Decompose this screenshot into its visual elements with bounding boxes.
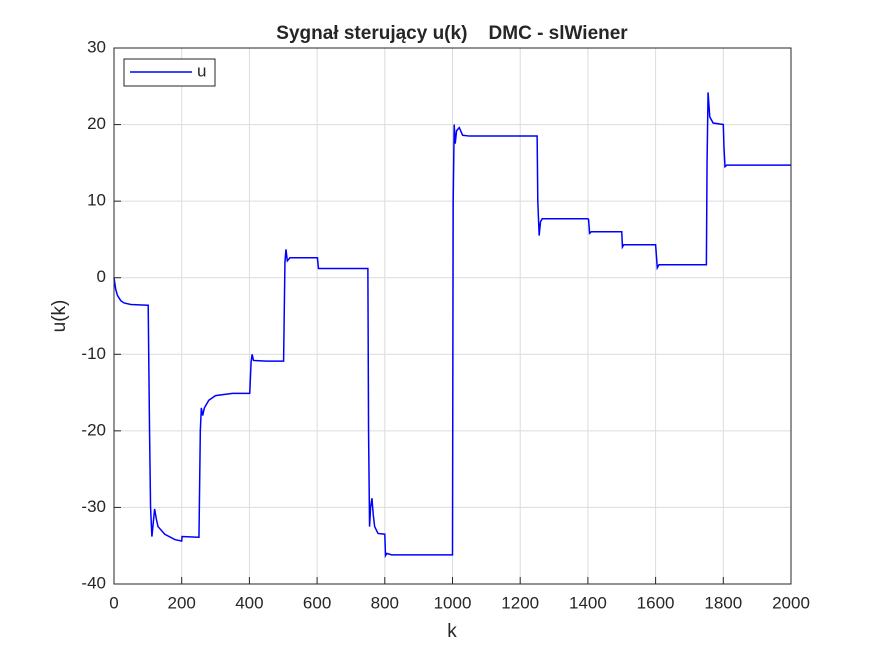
x-tick-label: 400 (235, 593, 263, 612)
x-tick-label: 1000 (434, 593, 472, 612)
x-tick-label: 1800 (704, 593, 742, 612)
x-tick-label: 1200 (501, 593, 539, 612)
data-line (113, 92, 791, 559)
y-tick-label: 0 (97, 267, 106, 286)
chart-title: Sygnał sterujący u(k) DMC - slWiener (276, 23, 628, 44)
x-tick-label: 1400 (569, 593, 607, 612)
x-tick-label: 600 (303, 593, 331, 612)
x-tick-label: 0 (109, 593, 118, 612)
y-tick-label: -20 (81, 420, 106, 439)
ticks: 0 200 400 600 800 1000 1200 1400 1600 1800 2000-40… (81, 37, 809, 612)
legend-label: u (197, 61, 206, 80)
y-axis-label: u(k) (49, 300, 70, 333)
y-tick-label: -40 (81, 573, 106, 592)
y-tick-label: 30 (87, 37, 106, 56)
y-tick-label: -10 (81, 344, 106, 363)
x-tick-label: 200 (168, 593, 196, 612)
x-tick-label: 1600 (637, 593, 675, 612)
x-tick-label: 2000 (772, 593, 810, 612)
lines (113, 92, 791, 559)
x-axis-label: k (447, 621, 457, 642)
y-tick-label: -30 (81, 497, 106, 516)
legend: u (123, 58, 216, 87)
x-tick-label: 800 (371, 593, 399, 612)
y-tick-label: 10 (87, 191, 106, 210)
y-tick-label: 20 (87, 114, 106, 133)
